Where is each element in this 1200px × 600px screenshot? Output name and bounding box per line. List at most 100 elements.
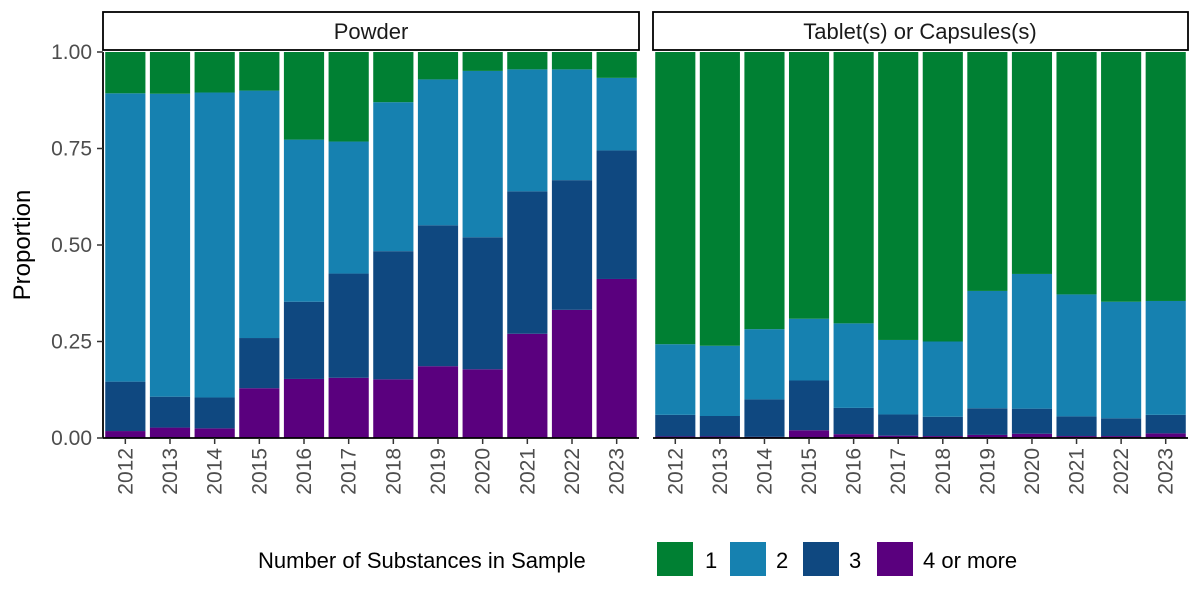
bar-powder-2012-2: [105, 93, 146, 382]
bar-tablets-capsules-2022-2: [1101, 301, 1142, 419]
bar-tablets-capsules-2013-2: [699, 345, 740, 416]
bar-tablets-capsules-2022-3: [1101, 418, 1142, 437]
bar-tablets-capsules-2019-1: [967, 52, 1008, 291]
bar-tablets-capsules-2021-1: [1056, 52, 1097, 295]
x-tick-label: 2021: [1066, 448, 1089, 495]
bar-powder-2016-3: [283, 301, 325, 379]
bar-powder-2020-4-or-more: [462, 369, 503, 438]
bar-powder-2021-3: [507, 191, 548, 334]
legend-swatch-4-or-more: [877, 542, 913, 576]
bar-powder-2012-3: [105, 381, 146, 432]
panel-strip-tablets-capsules: [652, 11, 1189, 51]
x-tick-label: 2012: [664, 448, 687, 495]
bar-tablets-capsules-2023-3: [1145, 414, 1186, 434]
bar-powder-2017-2: [328, 141, 369, 274]
legend-entry-4-or-more: 4 or more: [877, 542, 1017, 576]
bar-tablets-capsules-2017-3: [878, 414, 919, 436]
bar-tablets-capsules-2015-3: [788, 380, 830, 431]
bar-tablets-capsules-2015-2: [788, 318, 830, 381]
bar-powder-2022-2: [551, 69, 593, 181]
x-tick-label: 2016: [843, 448, 866, 495]
bar-powder-2012-1: [105, 52, 146, 94]
x-tick-label: 2020: [1021, 448, 1044, 495]
y-axis-title: Proportion: [9, 190, 36, 301]
x-tick-label: 2018: [932, 448, 955, 495]
bar-tablets-capsules-2019-2: [967, 290, 1008, 409]
legend-label-2: 2: [776, 548, 788, 573]
bar-powder-2022-4-or-more: [551, 309, 593, 438]
bar-powder-2016-1: [283, 52, 325, 140]
x-tick-label: 2015: [798, 448, 821, 495]
bar-powder-2014-3: [194, 397, 235, 429]
panel-powder: Powder 2012 2013 2014 2015 2016 2017 2018 2019 2…: [102, 11, 640, 495]
bar-powder-2013-3: [149, 396, 191, 428]
bar-tablets-capsules-2012-2: [655, 344, 696, 415]
bar-powder-2019-4-or-more: [417, 366, 459, 438]
bar-powder-2015-3: [239, 338, 280, 389]
bar-tablets-capsules-2021-2: [1056, 294, 1097, 417]
bar-powder-2014-1: [194, 52, 235, 93]
legend-label-1: 1: [705, 548, 717, 573]
x-tick-label: 2017: [887, 448, 910, 495]
bar-powder-2013-4-or-more: [149, 427, 191, 438]
x-tick-label: 2019: [427, 448, 450, 495]
bar-tablets-capsules-2014-2: [744, 329, 785, 400]
y-tick-label: 0.25: [51, 331, 92, 354]
bar-tablets-capsules-2018-4-or-more: [922, 436, 963, 438]
bar-powder-2023-3: [596, 150, 637, 279]
bar-tablets-capsules-2021-3: [1056, 416, 1097, 437]
x-tick-label: 2016: [293, 448, 316, 495]
bar-tablets-capsules-2020-3: [1011, 408, 1053, 434]
x-tick-label: 2018: [382, 448, 405, 495]
bar-powder-2016-4-or-more: [283, 378, 325, 438]
panel-title-powder: Powder: [334, 19, 409, 44]
bar-powder-2014-4-or-more: [194, 428, 235, 438]
bar-tablets-capsules-2022-4-or-more: [1101, 436, 1142, 438]
bar-tablets-capsules-2023-4-or-more: [1145, 433, 1186, 438]
legend: Number of Substances in Sample 1 2 3 4 o…: [258, 542, 1017, 576]
legend-title: Number of Substances in Sample: [258, 548, 586, 573]
bar-tablets-capsules-2020-1: [1011, 52, 1053, 274]
bars-powder: [105, 52, 637, 438]
bar-tablets-capsules-2014-3: [744, 399, 785, 437]
bar-tablets-capsules-2016-3: [833, 407, 874, 435]
bar-powder-2017-4-or-more: [328, 377, 369, 438]
bar-tablets-capsules-2017-2: [878, 339, 919, 415]
bar-tablets-capsules-2016-1: [833, 52, 874, 324]
x-tick-label: 2022: [561, 448, 584, 495]
x-tick-label: 2013: [159, 448, 182, 495]
bar-powder-2017-3: [328, 273, 369, 378]
bars-tablets-capsules: [655, 52, 1186, 438]
legend-entry-3: 3: [803, 542, 861, 576]
bar-tablets-capsules-2020-2: [1011, 273, 1053, 409]
legend-swatch-1: [657, 542, 693, 576]
bar-tablets-capsules-2016-4-or-more: [833, 434, 874, 438]
bar-powder-2018-3: [373, 251, 414, 380]
x-tick-label: 2015: [248, 448, 271, 495]
bar-powder-2020-2: [462, 70, 503, 238]
legend-label-4-or-more: 4 or more: [923, 548, 1017, 573]
bar-powder-2016-2: [283, 139, 325, 302]
x-tick-label: 2020: [472, 448, 495, 495]
bar-powder-2013-1: [149, 52, 191, 94]
x-tick-label: 2014: [753, 448, 776, 495]
legend-label-3: 3: [849, 548, 861, 573]
bar-tablets-capsules-2012-1: [655, 52, 696, 345]
bar-tablets-capsules-2022-1: [1101, 52, 1142, 302]
bar-powder-2015-1: [239, 52, 280, 91]
bar-tablets-capsules-2018-2: [922, 341, 963, 417]
legend-entry-1: 1: [657, 542, 717, 576]
bar-powder-2017-1: [328, 52, 369, 142]
x-tick-label: 2012: [114, 448, 137, 495]
bar-tablets-capsules-2019-4-or-more: [967, 434, 1008, 438]
bar-powder-2013-2: [149, 93, 191, 397]
bar-powder-2015-2: [239, 90, 280, 339]
y-ticks: 0.00 0.25 0.50 0.75 1.00: [51, 41, 103, 450]
bar-powder-2021-4-or-more: [507, 333, 548, 438]
bar-powder-2012-4-or-more: [105, 431, 146, 438]
bar-powder-2019-3: [417, 225, 459, 367]
bar-tablets-capsules-2018-1: [922, 52, 963, 342]
bar-tablets-capsules-2023-2: [1145, 300, 1186, 415]
legend-swatch-3: [803, 542, 839, 576]
bar-tablets-capsules-2023-1: [1145, 52, 1186, 301]
